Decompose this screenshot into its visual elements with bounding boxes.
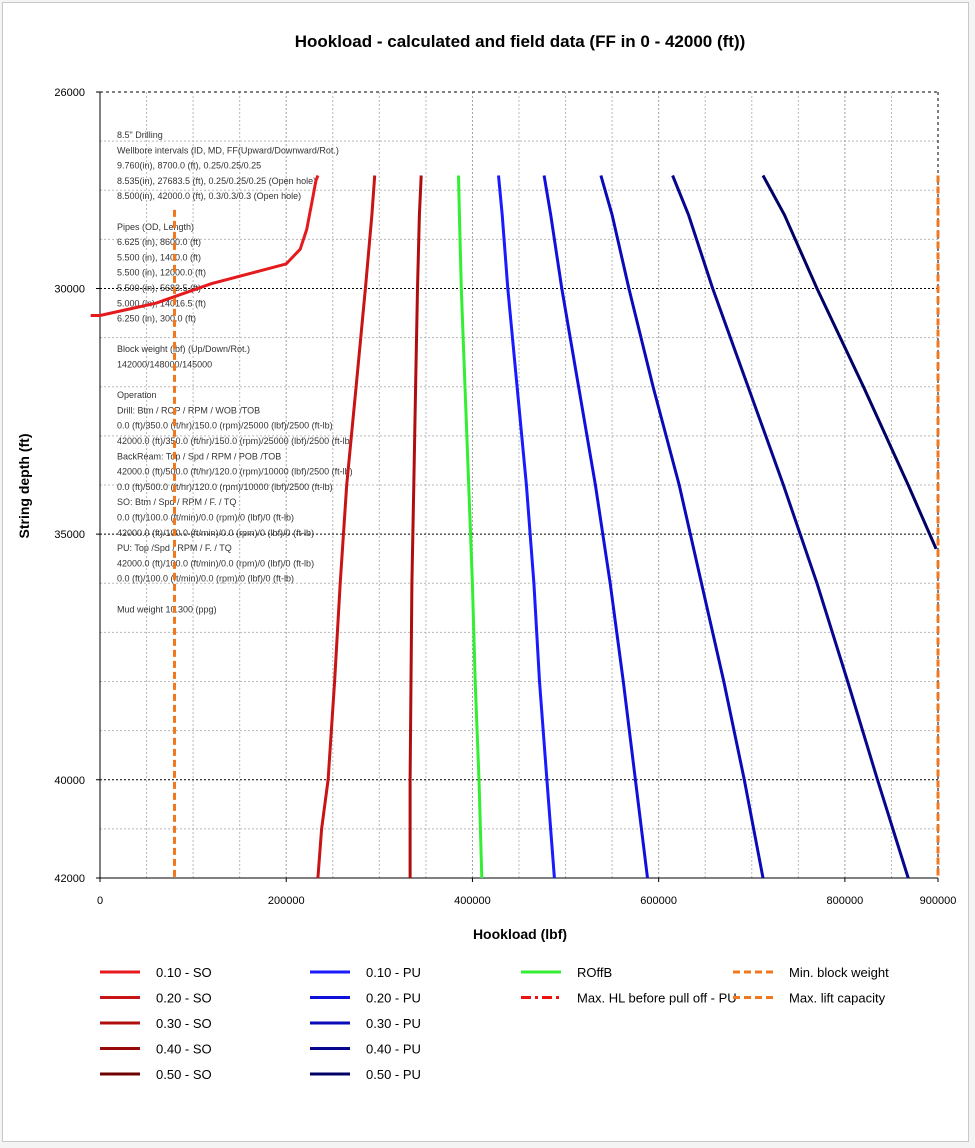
hookload-chart: Hookload - calculated and field data (FF… (16, 32, 957, 1082)
x-tick-label: 800000 (827, 895, 864, 907)
x-axis-title: Hookload (lbf) (473, 926, 567, 942)
legend-label: 0.30 - SO (156, 1016, 212, 1031)
annotation-line: 6.625 (in), 8600.0 (ft) (117, 237, 201, 247)
annotation-line: 6.250 (in), 300.0 (ft) (117, 314, 196, 324)
annotation-line: 0.0 (ft)/350.0 (ft/hr)/150.0 (rpm)/25000… (117, 421, 333, 431)
annotation-line: PU: Top /Spd / RPM / F. / TQ (117, 543, 232, 553)
annotation-line: 8.535(in), 27683.5 (ft), 0.25/0.25/0.25 … (117, 176, 316, 186)
annotation-line: SO: Btm / Spd / RPM / F. / TQ (117, 497, 236, 507)
legend-label: 0.50 - PU (366, 1067, 421, 1082)
annotation-line: 42000.0 (ft)/350.0 (ft/hr)/150.0 (rpm)/2… (117, 436, 353, 446)
x-tick-label: 400000 (454, 895, 491, 907)
legend-label: 0.40 - PU (366, 1042, 421, 1057)
series-line-0-30-pu (599, 175, 765, 879)
y-tick-label: 40000 (54, 775, 85, 787)
series-line-0-30-so (408, 175, 423, 878)
annotation-line: 5.500 (in), 5683.5 (ft) (117, 283, 201, 293)
legend-label: Min. block weight (789, 965, 889, 980)
legend-label: 0.20 - SO (156, 991, 212, 1006)
annotation-line: Pipes (OD, Length) (117, 222, 194, 232)
annotation-line: 5.000 (in), 14016.5 (ft) (117, 298, 206, 308)
legend-label: ROffB (577, 965, 612, 980)
annotation-line: Wellbore intervals (ID, MD, FF(Upward/Do… (117, 145, 339, 155)
annotation-line: 5.500 (in), 1400.0 (ft) (117, 252, 201, 262)
annotation-line: Operation (117, 390, 157, 400)
y-tick-label: 42000 (54, 873, 85, 885)
annotation-line: 42000.0 (ft)/500.0 (ft/hr)/120.0 (rpm)/1… (117, 467, 353, 477)
legend-label: 0.30 - PU (366, 1016, 421, 1031)
series-line-0-50-pu (761, 174, 938, 550)
series-line-roffb (457, 175, 484, 879)
annotation-line: Mud weight 10.300 (ppg) (117, 604, 217, 614)
annotation-line: 9.760(in), 8700.0 (ft), 0.25/0.25/0.25 (117, 161, 261, 171)
y-tick-label: 35000 (54, 529, 85, 541)
annotation-line: 0.0 (ft)/100.0 (ft/min)/0.0 (rpm)/0 (lbf… (117, 513, 294, 523)
annotation-line: 0.0 (ft)/500.0 (ft/hr)/120.0 (rpm)/10000… (117, 482, 333, 492)
annotation-line: 0.0 (ft)/100.0 (ft/min)/0.0 (rpm)/0 (lbf… (117, 574, 294, 584)
legend-label: Max. HL before pull off - PU (577, 991, 737, 1006)
legend-label: 0.40 - SO (156, 1042, 212, 1057)
x-tick-label: 0 (97, 895, 103, 907)
x-tick-label: 200000 (268, 895, 305, 907)
annotation-line: Block weight (lbf) (Up/Down/Rot.) (117, 344, 250, 354)
annotation-line: 8.5" Drilling (117, 130, 163, 140)
annotation-line: 42000.0 (ft)/100.0 (ft/min)/0.0 (rpm)/0 … (117, 528, 314, 538)
x-tick-label: 900000 (920, 895, 957, 907)
legend-label: Max. lift capacity (789, 991, 886, 1006)
annotation-line: 8.500(in), 42000.0 (ft), 0.3/0.3/0.3 (Op… (117, 191, 301, 201)
annotation-line: 42000.0 (ft)/100.0 (ft/min)/0.0 (rpm)/0 … (117, 558, 314, 568)
y-tick-label: 30000 (54, 284, 85, 296)
series-line-0-40-pu (671, 174, 910, 879)
annotation-line: 142000/148000/145000 (117, 360, 212, 370)
legend-label: 0.10 - SO (156, 965, 212, 980)
chart-title: Hookload - calculated and field data (FF… (295, 32, 746, 51)
series-line-0-20-pu (542, 175, 649, 879)
legend-label: 0.20 - PU (366, 991, 421, 1006)
series-line-0-10-pu (497, 175, 556, 879)
annotation-line: 5.500 (in), 12000.0 (ft) (117, 268, 206, 278)
annotation-line: Drill: Btm / ROP / RPM / WOB /TOB (117, 405, 260, 415)
series-line-0-10-so (90, 174, 320, 317)
x-tick-label: 600000 (640, 895, 677, 907)
y-tick-label: 26000 (54, 87, 85, 99)
legend-label: 0.50 - SO (156, 1067, 212, 1082)
legend-label: 0.10 - PU (366, 965, 421, 980)
y-axis-title: String depth (ft) (16, 434, 32, 539)
annotation-line: BackReam: Top / Spd / RPM / POB /TOB (117, 451, 281, 461)
series-line-0-20-so (316, 175, 377, 879)
